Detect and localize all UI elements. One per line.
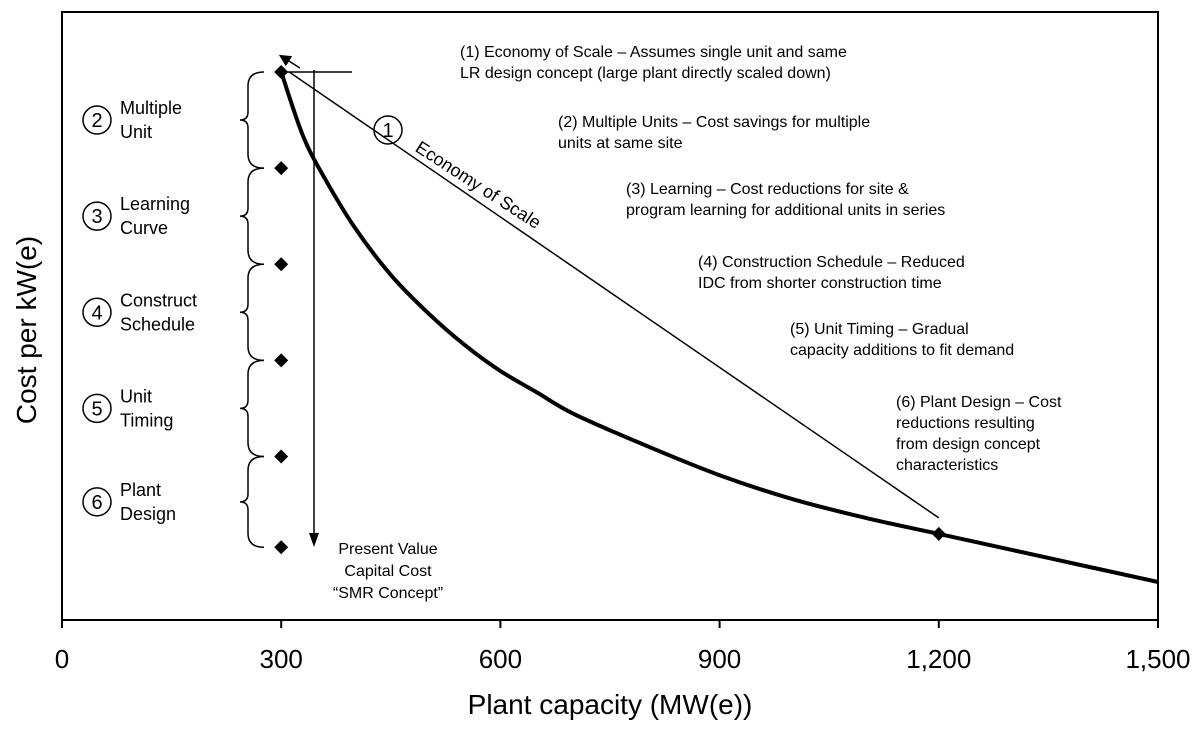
plot-frame <box>61 11 1159 621</box>
factor-label-4-line-2: Schedule <box>120 314 195 334</box>
factor-marker-4 <box>274 353 289 368</box>
present-value-line-3: “SMR Concept” <box>333 585 443 602</box>
factor-label-2-line-2: Unit <box>120 122 152 142</box>
factor-group-6: 6 Plant Design <box>82 455 265 549</box>
factor-number-3: 3 <box>91 206 102 228</box>
annotation-2-line-1: (2) Multiple Units – Cost savings for mu… <box>558 114 870 131</box>
annotation-6-line-4: characteristics <box>896 457 998 474</box>
factor-brace-3 <box>239 167 265 265</box>
factor-label-6-line-1: Plant <box>120 480 161 500</box>
factor-label-2-line-1: Multiple <box>120 98 182 118</box>
y-axis-title: Cost per kW(e) <box>11 236 42 424</box>
factor-label-5-line-2: Timing <box>120 410 173 430</box>
factor-number-5: 5 <box>91 398 102 420</box>
x-tick-label-900: 900 <box>698 644 741 674</box>
factor-marker-6 <box>274 540 289 555</box>
factor-number-6: 6 <box>91 492 102 514</box>
annotation-4-line-2: IDC from shorter construction time <box>698 275 942 292</box>
factor-group-5: 5 Unit Timing <box>82 359 265 458</box>
x-axis-tick-labels: 0 300 600 900 1,200 1,500 <box>55 644 1191 674</box>
x-axis-title: Plant capacity (MW(e)) <box>468 689 753 720</box>
annotation-3-line-1: (3) Learning – Cost reductions for site … <box>626 181 909 198</box>
factor-marker-5 <box>274 449 289 464</box>
factor-group-2: 2 Multiple Unit <box>82 71 265 169</box>
x-tick-label-0: 0 <box>55 644 69 674</box>
x-tick-label-300: 300 <box>260 644 303 674</box>
factor-brace-5 <box>239 359 265 458</box>
annotation-4-line-1: (4) Construction Schedule – Reduced <box>698 254 965 271</box>
factor-label-6-line-2: Design <box>120 504 176 524</box>
economy-of-scale-number: 1 <box>382 120 393 142</box>
annotation-6-line-3: from design concept <box>896 436 1041 453</box>
factor-group-3: 3 Learning Curve <box>82 167 265 265</box>
annotation-5-line-2: capacity additions to fit demand <box>790 342 1014 359</box>
annotation-3-line-2: program learning for additional units in… <box>626 202 945 219</box>
factor-number-2: 2 <box>91 110 102 132</box>
factor-brace-6 <box>239 455 265 549</box>
factor-label-5-line-1: Unit <box>120 386 152 406</box>
factor-marker-2 <box>274 161 289 176</box>
large-plant-marker <box>931 526 946 541</box>
factor-group-4: 4 Construct Schedule <box>82 263 265 362</box>
top-reference-arrow <box>278 54 301 69</box>
annotations: (1) Economy of Scale – Assumes single un… <box>460 44 1062 474</box>
annotation-1-line-1: (1) Economy of Scale – Assumes single un… <box>460 44 847 61</box>
factor-brace-4 <box>239 263 265 362</box>
factor-number-circle-3 <box>82 201 112 231</box>
factor-label-4-line-1: Construct <box>120 290 197 310</box>
factor-label-3-line-1: Learning <box>120 194 190 214</box>
factor-number-circle-2 <box>82 105 112 135</box>
factor-groups: 2 Multiple Unit 3 Learning Curve 4 Construct Sch… <box>82 71 265 549</box>
factor-number-circle-5 <box>82 393 112 424</box>
annotation-2-line-2: units at same site <box>558 135 683 152</box>
factor-number-circle-4 <box>82 297 112 328</box>
factor-marker-3 <box>274 257 289 272</box>
series-line-cost-curve <box>279 71 1159 584</box>
annotation-6-line-1: (6) Plant Design – Cost <box>896 394 1062 411</box>
factor-number-circle-6 <box>82 487 112 517</box>
factor-markers <box>274 65 289 555</box>
economy-of-scale-number-circle <box>373 115 403 145</box>
x-tick-label-1200: 1,200 <box>906 644 971 674</box>
present-value-line-1: Present Value <box>338 541 437 558</box>
present-value-line-2: Capital Cost <box>344 563 432 580</box>
factor-label-3-line-2: Curve <box>120 218 168 238</box>
factor-marker-1 <box>274 65 289 79</box>
annotation-1-line-2: LR design concept (large plant directly … <box>460 65 831 82</box>
factor-number-4: 4 <box>91 302 102 324</box>
annotation-5-line-1: (5) Unit Timing – Gradual <box>790 321 969 338</box>
factor-brace-2 <box>239 71 265 169</box>
x-tick-label-600: 600 <box>479 644 522 674</box>
x-axis-ticks <box>61 620 1159 628</box>
economy-of-scale-label: Economy of Scale <box>412 137 545 233</box>
economy-of-scale-line <box>288 71 940 519</box>
annotation-6-line-2: reductions resulting <box>896 415 1035 432</box>
x-tick-label-1500: 1,500 <box>1125 644 1190 674</box>
